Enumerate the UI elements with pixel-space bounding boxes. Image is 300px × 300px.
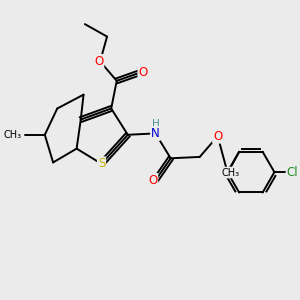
- Text: S: S: [98, 157, 105, 170]
- Text: CH₃: CH₃: [222, 167, 240, 178]
- Text: O: O: [213, 130, 222, 143]
- Text: O: O: [138, 66, 148, 79]
- Text: O: O: [148, 174, 157, 187]
- Text: Cl: Cl: [286, 166, 298, 178]
- Text: O: O: [94, 55, 104, 68]
- Text: N: N: [151, 127, 160, 140]
- Text: CH₃: CH₃: [3, 130, 21, 140]
- Text: H: H: [152, 119, 159, 129]
